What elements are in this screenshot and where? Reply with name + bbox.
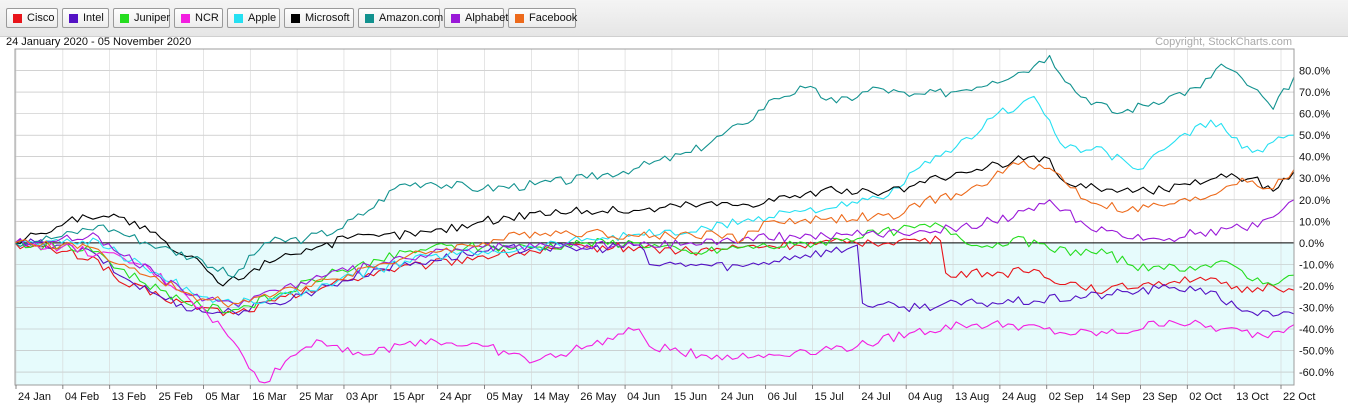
negative-region-fill (15, 242, 1294, 385)
x-tick-label: 13 Aug (955, 391, 989, 403)
x-tick-label: 15 Apr (393, 391, 425, 403)
series-line-amazon-com (14, 54, 1295, 278)
x-tick-label: 26 May (580, 391, 617, 403)
legend-item-microsoft[interactable]: Microsoft (284, 8, 354, 28)
x-tick-label: 14 Sep (1096, 391, 1131, 403)
x-axis-labels: 24 Jan 04 Feb 13 Feb 25 Feb 05 Mar 16 Mar 25 M… (15, 385, 1315, 403)
series-line-microsoft (14, 155, 1295, 287)
legend-label: NCR (195, 12, 219, 24)
y-tick-label: -20.0% (1299, 281, 1334, 293)
x-tick-label: 24 Jan (18, 391, 51, 403)
y-tick-label: -60.0% (1299, 367, 1334, 379)
x-tick-label: 13 Oct (1236, 391, 1268, 403)
legend-item-ncr[interactable]: NCR (174, 8, 223, 28)
legend-label: Cisco (27, 12, 55, 24)
x-tick-label: 16 Mar (252, 391, 287, 403)
legend-label: Apple (248, 12, 277, 24)
x-tick-label: 02 Sep (1049, 391, 1084, 403)
y-tick-label: 70.0% (1299, 87, 1330, 99)
x-tick-label: 14 May (533, 391, 570, 403)
y-tick-label: 20.0% (1299, 195, 1330, 207)
legend-label: Intel (83, 12, 104, 24)
legend-item-amazon-com[interactable]: Amazon.com (358, 8, 444, 28)
x-tick-label: 25 Feb (159, 391, 193, 403)
legend-swatch (365, 14, 374, 23)
legend-item-juniper[interactable]: Juniper (113, 8, 170, 28)
y-tick-label: 10.0% (1299, 216, 1330, 228)
x-tick-label: 05 Mar (205, 391, 240, 403)
y-tick-label: 50.0% (1299, 130, 1330, 142)
x-tick-label: 02 Oct (1189, 391, 1221, 403)
series-line-cisco (14, 235, 1295, 317)
legend-item-apple[interactable]: Apple (227, 8, 280, 28)
y-tick-label: 80.0% (1299, 66, 1330, 78)
y-tick-label: 0.0% (1299, 238, 1324, 250)
copyright-label: Copyright, StockCharts.com (1155, 36, 1292, 48)
x-tick-label: 04 Feb (65, 391, 99, 403)
legend-label: Alphabet (465, 12, 509, 24)
date-range-label: 24 January 2020 - 05 November 2020 (6, 36, 191, 48)
gridlines (15, 49, 1294, 385)
legend-swatch (13, 14, 22, 23)
x-tick-label: 24 Jun (721, 391, 754, 403)
x-tick-label: 06 Jul (768, 391, 797, 403)
y-tick-label: 40.0% (1299, 152, 1330, 164)
x-tick-label: 24 Jul (861, 391, 890, 403)
x-tick-label: 04 Jun (627, 391, 660, 403)
y-tick-label: 30.0% (1299, 173, 1330, 185)
x-tick-label: 05 May (487, 391, 524, 403)
series-line-ncr (15, 239, 1295, 384)
y-tick-label: -50.0% (1299, 346, 1334, 358)
series-line-intel (14, 238, 1295, 317)
x-tick-label: 25 Mar (299, 391, 334, 403)
legend-label: Facebook (529, 12, 578, 24)
y-axis-labels: 80.0% 70.0% 60.0% 50.0% 40.0% 30.0% 20.0% 10.0%… (1299, 66, 1334, 380)
legend-label: Microsoft (305, 12, 350, 24)
series-layer (14, 54, 1295, 384)
y-tick-label: -10.0% (1299, 259, 1334, 271)
y-tick-label: -30.0% (1299, 302, 1334, 314)
series-line-alphabet (14, 199, 1295, 307)
legend-swatch (181, 14, 190, 23)
legend-swatch (291, 14, 300, 23)
x-tick-label: 15 Jun (674, 391, 707, 403)
x-tick-label: 13 Feb (112, 391, 146, 403)
x-tick-label: 24 Apr (440, 391, 472, 403)
y-tick-label: 60.0% (1299, 109, 1330, 121)
legend-swatch (120, 14, 129, 23)
x-tick-label: 15 Jul (814, 391, 843, 403)
x-tick-label: 22 Oct (1283, 391, 1315, 403)
x-tick-label: 23 Sep (1142, 391, 1177, 403)
y-tick-label: -40.0% (1299, 324, 1334, 336)
legend-swatch (69, 14, 78, 23)
legend-swatch (451, 14, 460, 23)
legend-label: Amazon.com (379, 12, 444, 24)
series-line-facebook (14, 160, 1295, 308)
plot-frame (14, 48, 1295, 386)
legend-item-facebook[interactable]: Facebook (508, 8, 578, 28)
legend-item-alphabet[interactable]: Alphabet (444, 8, 508, 28)
legend-item-cisco[interactable]: Cisco (6, 8, 58, 28)
series-line-juniper (14, 222, 1295, 314)
legend-toolbar: Cisco Intel Juniper NCR Apple Microsoft Amazon… (0, 0, 1348, 37)
legend-swatch (515, 14, 524, 23)
legend-item-intel[interactable]: Intel (62, 8, 109, 28)
x-tick-label: 24 Aug (1002, 391, 1036, 403)
legend-label: Juniper (134, 12, 171, 24)
legend-swatch (234, 14, 243, 23)
x-tick-label: 03 Apr (346, 391, 378, 403)
x-tick-label: 04 Aug (908, 391, 942, 403)
